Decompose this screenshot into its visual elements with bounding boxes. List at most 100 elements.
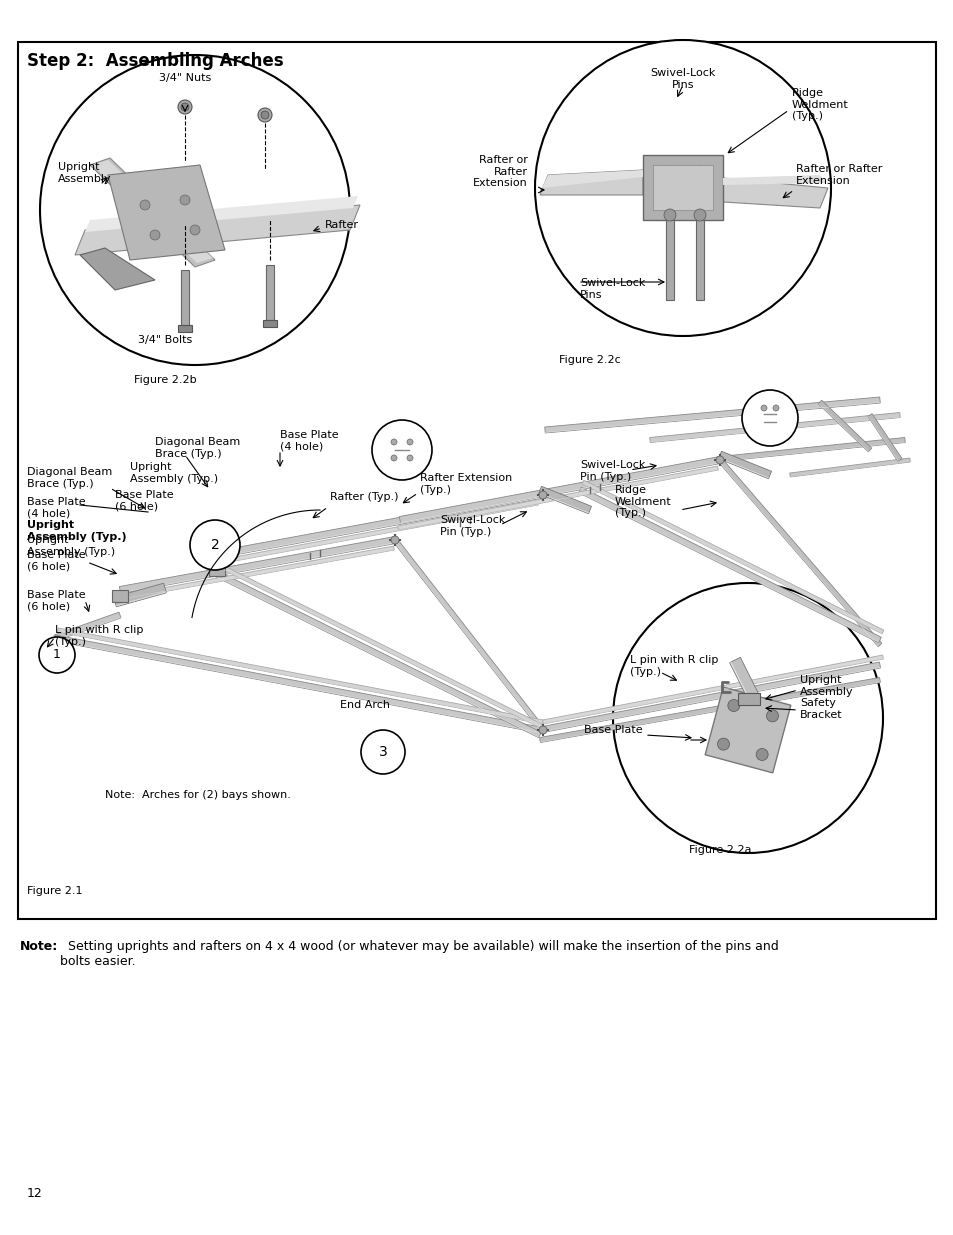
Text: 12: 12: [27, 1187, 43, 1200]
Text: Step 2:  Assembling Arches: Step 2: Assembling Arches: [27, 52, 283, 70]
Polygon shape: [537, 487, 591, 514]
Circle shape: [407, 438, 413, 445]
Polygon shape: [542, 658, 882, 724]
Circle shape: [257, 107, 272, 122]
Polygon shape: [581, 483, 882, 634]
Text: Figure 2.1: Figure 2.1: [27, 885, 82, 897]
Polygon shape: [818, 404, 868, 452]
Polygon shape: [578, 488, 881, 642]
Circle shape: [391, 438, 396, 445]
Polygon shape: [91, 161, 213, 263]
Text: Base Plate
(6 hole): Base Plate (6 hole): [27, 550, 86, 572]
Text: End Arch: End Arch: [339, 700, 390, 710]
Circle shape: [663, 209, 676, 221]
Polygon shape: [55, 618, 121, 641]
Polygon shape: [393, 541, 541, 731]
Polygon shape: [57, 631, 542, 724]
Polygon shape: [400, 462, 720, 524]
Polygon shape: [718, 461, 878, 646]
Polygon shape: [213, 574, 538, 737]
Text: Rafter (Typ.): Rafter (Typ.): [330, 492, 398, 501]
Text: Figure 2.2c: Figure 2.2c: [558, 354, 620, 366]
Text: 1: 1: [53, 648, 61, 662]
Text: 3/4" Bolts: 3/4" Bolts: [138, 335, 192, 345]
Circle shape: [178, 100, 192, 114]
Circle shape: [372, 420, 432, 480]
Polygon shape: [539, 667, 880, 732]
Polygon shape: [214, 492, 540, 558]
Text: Rafter: Rafter: [325, 220, 358, 230]
Polygon shape: [263, 320, 276, 327]
Polygon shape: [399, 457, 720, 524]
Polygon shape: [718, 458, 881, 647]
Circle shape: [741, 390, 797, 446]
Circle shape: [717, 739, 729, 750]
Circle shape: [261, 111, 269, 119]
Circle shape: [538, 726, 546, 734]
Polygon shape: [649, 412, 900, 442]
Polygon shape: [397, 466, 718, 530]
Polygon shape: [704, 687, 790, 773]
Polygon shape: [544, 396, 880, 433]
Polygon shape: [85, 196, 357, 232]
Circle shape: [190, 520, 240, 571]
Circle shape: [727, 699, 740, 711]
Text: Rafter or
Rafter
Extension: Rafter or Rafter Extension: [473, 156, 527, 188]
FancyBboxPatch shape: [652, 165, 712, 210]
Polygon shape: [729, 657, 760, 703]
Polygon shape: [57, 629, 543, 724]
Text: Figure 2.2a: Figure 2.2a: [688, 845, 750, 855]
Text: Swivel-Lock
Pins: Swivel-Lock Pins: [650, 68, 715, 90]
Circle shape: [391, 454, 396, 461]
FancyBboxPatch shape: [738, 693, 760, 705]
Text: Upright
Assembly (Typ.): Upright Assembly (Typ.): [130, 462, 218, 484]
Circle shape: [360, 730, 405, 774]
Polygon shape: [217, 563, 543, 729]
Polygon shape: [539, 678, 880, 742]
Text: L pin with R clip
(Typ.): L pin with R clip (Typ.): [629, 655, 718, 677]
Text: Upright
Assembly: Upright Assembly: [800, 676, 853, 697]
Text: Safety
Bracket: Safety Bracket: [800, 698, 841, 720]
Circle shape: [538, 492, 546, 499]
Polygon shape: [213, 501, 537, 564]
Polygon shape: [116, 592, 166, 606]
Text: Diagonal Beam
Brace (Typ.): Diagonal Beam Brace (Typ.): [27, 467, 112, 489]
Circle shape: [39, 637, 75, 673]
Polygon shape: [393, 538, 544, 731]
Polygon shape: [215, 498, 540, 558]
Polygon shape: [789, 458, 909, 477]
Text: Upright
Assembly (Typ.): Upright Assembly (Typ.): [27, 520, 127, 542]
Polygon shape: [722, 178, 827, 207]
Polygon shape: [718, 458, 768, 478]
Text: Diagonal Beam
Brace (Typ.): Diagonal Beam Brace (Typ.): [154, 437, 240, 458]
Text: Setting uprights and rafters on 4 x 4 wood (or whatever may be available) will m: Setting uprights and rafters on 4 x 4 wo…: [60, 940, 778, 968]
Polygon shape: [729, 437, 904, 461]
Text: Rafter or Rafter
Extension: Rafter or Rafter Extension: [795, 164, 882, 185]
Circle shape: [765, 710, 778, 722]
Text: 3/4" Nuts: 3/4" Nuts: [159, 73, 211, 83]
Polygon shape: [54, 640, 539, 732]
Polygon shape: [397, 469, 718, 530]
Polygon shape: [665, 220, 673, 300]
Text: Upright
Assembly (Typ.): Upright Assembly (Typ.): [27, 535, 115, 557]
Polygon shape: [650, 416, 900, 442]
Circle shape: [190, 225, 200, 235]
Circle shape: [40, 56, 350, 366]
Polygon shape: [90, 158, 214, 267]
Polygon shape: [818, 400, 871, 452]
Circle shape: [613, 583, 882, 853]
Text: Base Plate
(4 hole): Base Plate (4 hole): [27, 496, 86, 519]
Polygon shape: [113, 583, 166, 606]
Circle shape: [181, 103, 189, 111]
Polygon shape: [539, 682, 880, 742]
Circle shape: [407, 454, 413, 461]
Polygon shape: [118, 550, 394, 600]
Polygon shape: [729, 662, 750, 703]
FancyBboxPatch shape: [112, 590, 128, 601]
Polygon shape: [718, 451, 771, 479]
Text: Swivel-Lock
Pin (Typ.): Swivel-Lock Pin (Typ.): [579, 459, 644, 482]
Polygon shape: [213, 571, 540, 737]
Text: Swivel-Lock
Pins: Swivel-Lock Pins: [579, 278, 644, 300]
Polygon shape: [117, 546, 394, 600]
Polygon shape: [54, 635, 540, 732]
